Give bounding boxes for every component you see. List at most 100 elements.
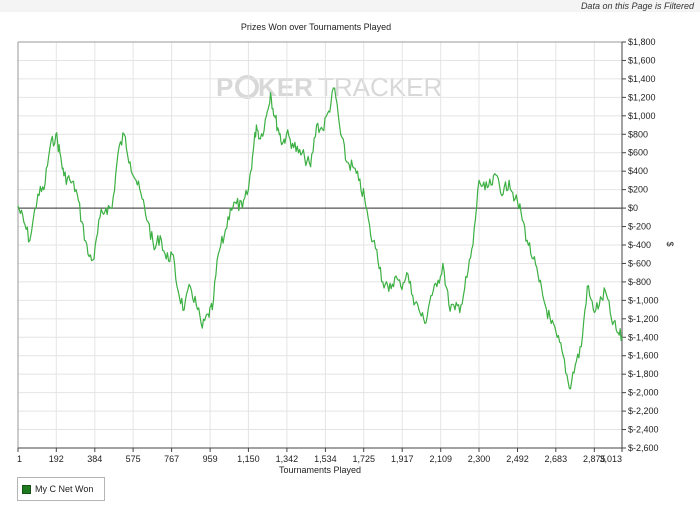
y-tick-label-7: $400 [628, 166, 648, 176]
data-point-11 [81, 221, 83, 223]
data-point-91 [544, 304, 546, 306]
y-tick-label-1: $1,600 [628, 55, 656, 65]
x-tick-label-9: 1,725 [352, 454, 375, 464]
data-point-68 [406, 272, 408, 274]
data-point-29 [189, 285, 191, 288]
data-point-5 [49, 147, 51, 149]
data-point-72 [430, 295, 432, 297]
data-point-42 [259, 138, 262, 140]
data-point-74 [442, 262, 444, 265]
y-tick-label-6: $600 [628, 148, 648, 158]
legend-label: My C Net Won [35, 484, 94, 494]
data-point-23 [153, 249, 155, 251]
data-point-79 [472, 244, 474, 246]
y-tick-label-19: $-2,000 [628, 388, 659, 398]
y-tick-label-9: $0 [628, 203, 638, 213]
data-point-90 [538, 281, 540, 283]
data-point-28 [183, 308, 185, 311]
data-point-13 [93, 258, 95, 260]
data-point-95 [568, 387, 570, 389]
data-point-14 [99, 216, 101, 218]
data-point-22 [147, 221, 149, 223]
data-point-81 [484, 189, 486, 191]
y-tick-label-17: $-1,600 [628, 351, 659, 361]
x-tick-label-2: 384 [87, 454, 102, 464]
y-tick-label-8: $200 [628, 185, 648, 195]
data-point-98 [586, 285, 588, 288]
data-point-9 [69, 179, 71, 182]
x-tick-label-7: 1,342 [276, 454, 299, 464]
y-tick-label-18: $-1,800 [628, 369, 659, 379]
y-tick-label-0: $1,800 [628, 37, 656, 47]
y-tick-label-22: $-2,600 [628, 443, 659, 453]
data-point-80 [478, 179, 480, 182]
data-point-89 [532, 258, 534, 260]
data-point-92 [550, 322, 552, 325]
data-point-19 [129, 161, 131, 163]
data-point-38 [241, 207, 243, 209]
data-point-35 [223, 235, 225, 237]
data-point-2 [29, 239, 31, 241]
data-point-78 [466, 276, 468, 278]
y-tick-label-13: $-800 [628, 277, 651, 287]
data-point-50 [297, 152, 300, 154]
data-point-33 [211, 308, 213, 311]
chart-axes: $1,800 $1,600 $1,400 $1,200 $1,000 $800 $600 $4… [17, 37, 659, 464]
x-tick-label-5: 959 [203, 454, 218, 464]
data-point-25 [165, 258, 167, 260]
data-point-71 [424, 322, 426, 325]
x-tick-label-10: 1,917 [391, 454, 414, 464]
y-tick-label-14: $-1,000 [628, 295, 659, 305]
chart-title: Prizes Won over Tournaments Played [241, 22, 391, 32]
data-point-34 [217, 253, 219, 255]
data-point-88 [526, 239, 528, 241]
data-point-41 [255, 124, 258, 126]
y-tick-label-5: $800 [628, 129, 648, 139]
x-tick-label-15: 2,875 [583, 454, 606, 464]
data-point-75 [448, 304, 450, 306]
legend-swatch [22, 484, 31, 494]
data-point-16 [111, 207, 113, 209]
chart-series [17, 87, 623, 390]
data-point-59 [352, 165, 354, 168]
data-point-36 [229, 207, 231, 209]
y-tick-label-16: $-1,400 [628, 332, 659, 342]
data-point-100 [598, 304, 600, 306]
data-point-63 [376, 249, 378, 251]
data-point-57 [340, 133, 342, 135]
x-tick-label-4: 767 [164, 454, 179, 464]
data-point-85 [508, 179, 510, 182]
filter-note: Data on this Page is Filtered [580, 1, 694, 11]
data-point-45 [273, 115, 276, 117]
data-point-3 [37, 193, 39, 195]
data-point-96 [574, 364, 576, 366]
x-tick-label-6: 1,150 [237, 454, 260, 464]
data-point-54 [322, 129, 324, 131]
data-point-21 [141, 198, 143, 200]
data-point-47 [281, 142, 284, 145]
data-point-4 [43, 189, 45, 191]
data-point-67 [400, 285, 402, 288]
data-point-83 [496, 175, 498, 177]
data-point-1 [23, 221, 25, 223]
data-point-76 [454, 308, 456, 311]
x-tick-label-13: 2,492 [506, 454, 529, 464]
data-point-103 [616, 332, 618, 334]
y-tick-label-15: $-1,200 [628, 314, 659, 324]
y-tick-label-3: $1,200 [628, 92, 656, 102]
data-point-48 [285, 133, 288, 135]
data-point-52 [309, 165, 312, 168]
data-point-8 [63, 175, 65, 177]
x-tick-label-1: 192 [49, 454, 64, 464]
data-point-30 [195, 304, 197, 306]
data-point-43 [265, 115, 268, 117]
data-point-31 [201, 327, 203, 329]
data-point-51 [303, 156, 306, 158]
data-point-65 [388, 290, 390, 292]
data-point-64 [382, 281, 384, 283]
x-tick-label-8: 1,534 [314, 454, 337, 464]
data-point-77 [460, 304, 462, 306]
y-tick-label-12: $-600 [628, 258, 651, 268]
data-point-60 [358, 179, 360, 182]
data-point-37 [235, 202, 237, 205]
